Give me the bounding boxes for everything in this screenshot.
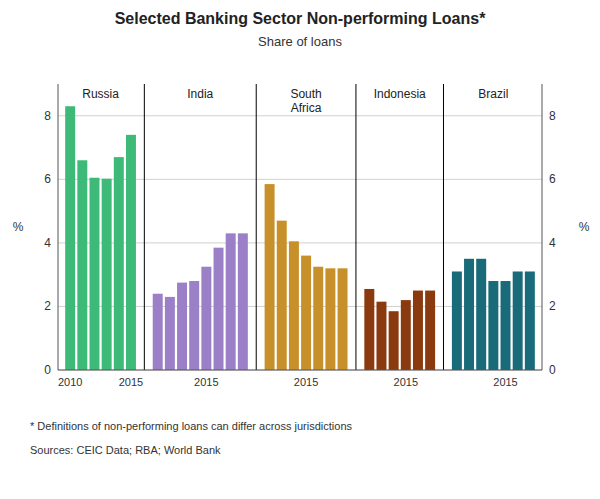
x-axis [58, 370, 542, 371]
grid-line [58, 370, 542, 371]
x-tick-label: 2010 [58, 376, 82, 388]
subtitle: Share of loans [258, 34, 342, 49]
text-line: South [290, 87, 321, 101]
bar [277, 221, 287, 370]
y2-tick-label: 4 [549, 236, 556, 250]
x-tick-label: 2015 [194, 376, 218, 388]
bar [513, 271, 523, 370]
y-tick-label: 8 [44, 109, 51, 123]
bar [301, 256, 311, 370]
bar [65, 106, 75, 370]
y-axis-label: % [13, 220, 24, 234]
group-label: Indonesia [374, 87, 426, 101]
background [0, 0, 600, 499]
bar [265, 184, 275, 370]
group-label: India [187, 87, 213, 101]
bar [325, 268, 335, 370]
bar [313, 267, 323, 370]
y-axis [58, 84, 59, 370]
y2-tick-label: 2 [549, 299, 556, 313]
bar [376, 302, 386, 370]
text-line: Africa [291, 101, 322, 115]
y2-tick-label: 0 [549, 363, 556, 377]
sources: Sources: CEIC Data; RBA; World Bank [30, 444, 221, 456]
bar [389, 311, 399, 370]
bar [338, 268, 348, 370]
grid-line [58, 115, 542, 116]
bar [77, 160, 87, 370]
bar [89, 178, 99, 370]
bar [488, 281, 498, 370]
bar [165, 297, 175, 370]
y-tick-label: 2 [44, 299, 51, 313]
group-divider [256, 84, 257, 370]
bar [102, 179, 112, 370]
group-divider [355, 84, 356, 370]
y-tick-label: 0 [44, 363, 51, 377]
bar [238, 233, 248, 370]
bar [525, 271, 535, 370]
bar [226, 233, 236, 370]
group-divider [443, 84, 444, 370]
group-label: Brazil [478, 87, 508, 101]
y2-axis-label: % [579, 220, 590, 234]
bar [201, 267, 211, 370]
bar [177, 283, 187, 370]
bar [114, 157, 124, 370]
y-tick-label: 4 [44, 236, 51, 250]
bar [189, 281, 199, 370]
y2-axis [542, 84, 543, 370]
y-tick-label: 6 [44, 172, 51, 186]
title: Selected Banking Sector Non-performing L… [115, 10, 487, 27]
x-tick-label: 2015 [493, 376, 517, 388]
y2-tick-label: 6 [549, 172, 556, 186]
group-label: SouthAfrica [290, 87, 321, 115]
bar [464, 259, 474, 370]
bar [476, 259, 486, 370]
bar [413, 291, 423, 370]
x-tick-label: 2015 [119, 376, 143, 388]
x-tick-label: 2015 [294, 376, 318, 388]
footnote: * Definitions of non-performing loans ca… [30, 420, 353, 432]
group-label: Russia [82, 87, 119, 101]
grid [58, 116, 542, 370]
chart: Selected Banking Sector Non-performing L… [0, 0, 600, 499]
bar [425, 291, 435, 370]
x-tick-label: 2015 [394, 376, 418, 388]
bar [126, 135, 136, 370]
bar [153, 294, 163, 370]
bar [364, 289, 374, 370]
bar [452, 271, 462, 370]
group-divider [144, 84, 145, 370]
bar [401, 300, 411, 370]
bar [501, 281, 511, 370]
bar [289, 241, 299, 370]
bar [214, 248, 224, 370]
bars [65, 106, 535, 370]
y2-tick-label: 8 [549, 109, 556, 123]
